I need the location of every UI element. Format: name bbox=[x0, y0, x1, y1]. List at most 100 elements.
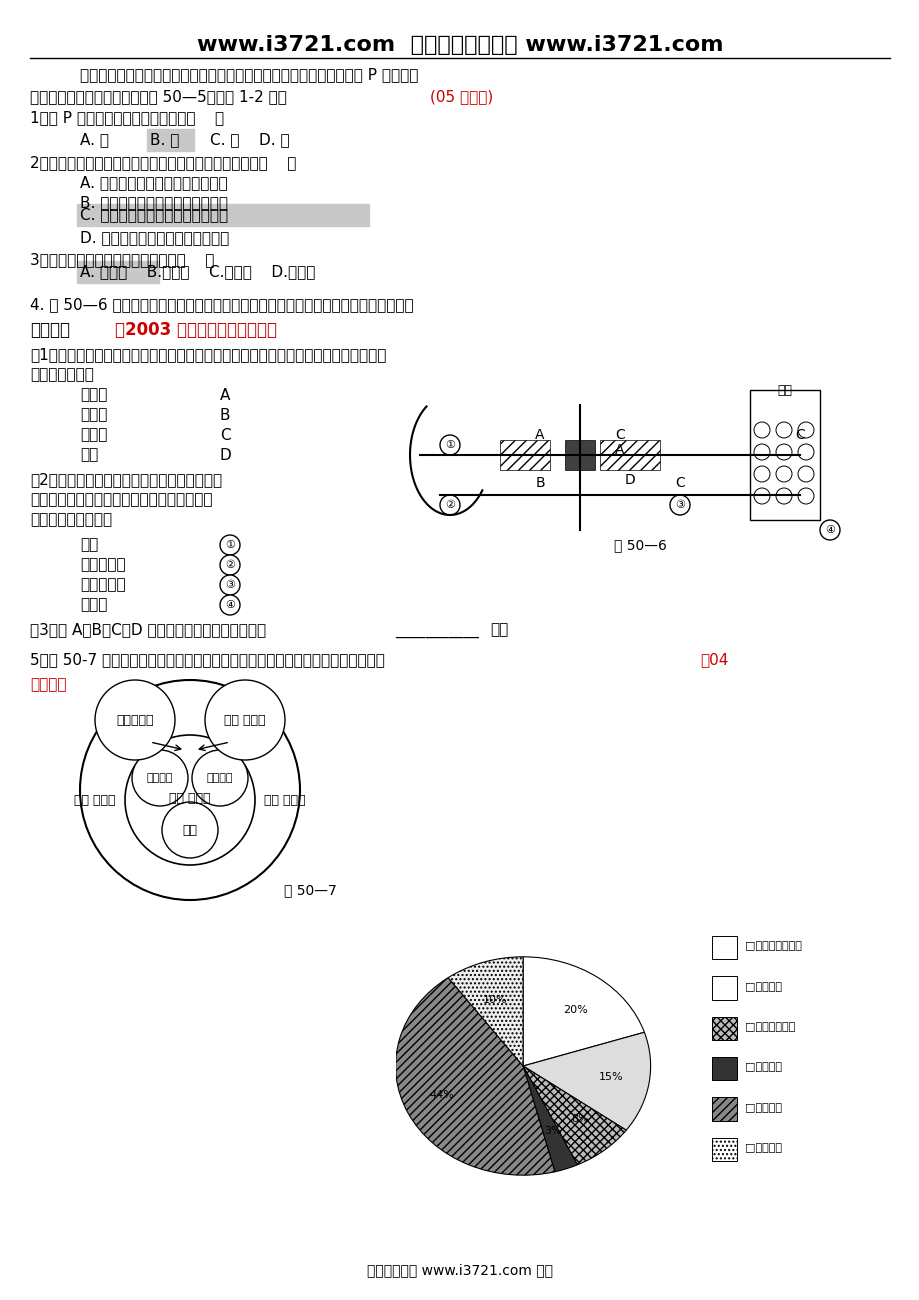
Circle shape bbox=[669, 495, 689, 515]
Bar bbox=[564, 439, 595, 471]
Circle shape bbox=[220, 536, 240, 555]
Text: 高校: 高校 bbox=[182, 823, 198, 836]
Text: （2003 年全国新课程文综卷）: （2003 年全国新课程文综卷） bbox=[115, 321, 277, 339]
Text: (05 北京卷): (05 北京卷) bbox=[429, 90, 493, 104]
Text: ③: ③ bbox=[675, 500, 685, 510]
Text: A: A bbox=[220, 387, 230, 403]
Text: 印刷厂: 印刷厂 bbox=[80, 598, 108, 612]
Text: ③: ③ bbox=[225, 580, 234, 590]
Text: D: D bbox=[624, 473, 635, 488]
Text: 图 50—6: 图 50—6 bbox=[613, 538, 665, 552]
Text: 2．与图中甲、乙、丙、丁四类城市功能区依次对应的是（    ）: 2．与图中甲、乙、丙、丁四类城市功能区依次对应的是（ ） bbox=[30, 156, 296, 170]
Text: A. 钢铁厂    B.印染厂    C.化肥厂    D.服装厂: A. 钢铁厂 B.印染厂 C.化肥厂 D.服装厂 bbox=[80, 264, 315, 280]
Text: B: B bbox=[535, 476, 544, 490]
Text: A: A bbox=[535, 428, 544, 442]
Text: 8%: 8% bbox=[571, 1114, 588, 1124]
Text: ②: ② bbox=[225, 560, 234, 569]
Text: 上海卷）: 上海卷） bbox=[30, 677, 66, 693]
FancyBboxPatch shape bbox=[711, 1097, 736, 1121]
Text: 生产企业: 生产企业 bbox=[207, 774, 233, 783]
Circle shape bbox=[131, 750, 187, 806]
Text: A. 商业区、工业区、住宅区、绿地: A. 商业区、工业区、住宅区、绿地 bbox=[80, 176, 227, 191]
Text: 环境 绿化区: 环境 绿化区 bbox=[74, 793, 116, 806]
Text: 污水处理厂: 污水处理厂 bbox=[80, 558, 126, 572]
Bar bbox=[420, 374, 859, 550]
Text: 图为华北某城市功能分区和等时线示意图。图中等时线是指汽车从城市 P 点向外行: 图为华北某城市功能分区和等时线示意图。图中等时线是指汽车从城市 P 点向外行 bbox=[80, 68, 418, 82]
Text: D. 工业区、住宅区、绿地、商业区: D. 工业区、住宅区、绿地、商业区 bbox=[80, 230, 229, 246]
Text: □道路用地: □道路用地 bbox=[744, 1102, 781, 1113]
Circle shape bbox=[125, 734, 255, 864]
Circle shape bbox=[439, 495, 460, 515]
FancyBboxPatch shape bbox=[147, 129, 194, 151]
Text: B. 商业区、住宅区、绿地、工业区: B. 商业区、住宅区、绿地、工业区 bbox=[80, 195, 228, 211]
FancyBboxPatch shape bbox=[711, 1057, 736, 1080]
Wedge shape bbox=[448, 957, 523, 1066]
Wedge shape bbox=[523, 1066, 626, 1165]
Circle shape bbox=[95, 680, 175, 760]
Text: 4. 图 50—6 是某城市简图。当地夏半年盛行东南风，冬半年盛行东北风。读图，完成下: 4. 图 50—6 是某城市简图。当地夏半年盛行东南风，冬半年盛行东北风。读图，… bbox=[30, 298, 414, 312]
Text: 示合理的厂址选择。: 示合理的厂址选择。 bbox=[30, 512, 112, 528]
Text: 生活 功能区: 生活 功能区 bbox=[224, 714, 266, 727]
Text: C: C bbox=[794, 428, 804, 442]
Circle shape bbox=[220, 555, 240, 575]
FancyBboxPatch shape bbox=[77, 204, 369, 226]
Text: 研发机构: 研发机构 bbox=[147, 774, 173, 783]
Text: □环境绿化用地: □环境绿化用地 bbox=[744, 1022, 794, 1032]
Text: ①: ① bbox=[225, 540, 234, 550]
Text: □科研与教育用地: □科研与教育用地 bbox=[744, 941, 800, 952]
Text: 列要求。: 列要求。 bbox=[30, 321, 70, 339]
Circle shape bbox=[205, 680, 285, 760]
Text: 3．对该城市环境质量影响较大的是（    ）: 3．对该城市环境质量影响较大的是（ ） bbox=[30, 252, 214, 268]
Circle shape bbox=[220, 575, 240, 595]
Text: 工业区: 工业区 bbox=[80, 407, 108, 422]
Text: D: D bbox=[220, 447, 232, 463]
Wedge shape bbox=[523, 1032, 650, 1130]
Circle shape bbox=[80, 680, 300, 900]
Text: □工业用地: □工业用地 bbox=[744, 1143, 781, 1153]
Text: www.i3721.com  中小学教学资源网 www.i3721.com: www.i3721.com 中小学教学资源网 www.i3721.com bbox=[197, 35, 722, 55]
Text: 10%: 10% bbox=[482, 996, 507, 1005]
Text: ④: ④ bbox=[225, 601, 234, 610]
Wedge shape bbox=[395, 978, 554, 1175]
Text: （2）用连线将该城市水厂、污水处理厂、重型: （2）用连线将该城市水厂、污水处理厂、重型 bbox=[30, 472, 221, 488]
Text: ___________: ___________ bbox=[394, 623, 479, 637]
Text: 服务功能区: 服务功能区 bbox=[116, 714, 153, 727]
FancyBboxPatch shape bbox=[711, 1138, 736, 1161]
Circle shape bbox=[162, 802, 218, 858]
Text: C. 西    D. 北: C. 西 D. 北 bbox=[210, 133, 289, 147]
Text: 1．从 P 点出发，车速最快的去向是（    ）: 1．从 P 点出发，车速最快的去向是（ ） bbox=[30, 111, 224, 126]
Wedge shape bbox=[523, 1066, 577, 1171]
Text: C: C bbox=[675, 476, 684, 490]
Circle shape bbox=[819, 520, 839, 540]
Text: （1）用连线将该城市商业区、工业区、居住区、绿地分别与相应字母符号连接，以示合: （1）用连线将该城市商业区、工业区、居住区、绿地分别与相应字母符号连接，以示合 bbox=[30, 347, 386, 363]
Text: 44%: 44% bbox=[429, 1091, 454, 1100]
Text: （04: （04 bbox=[699, 653, 728, 667]
Circle shape bbox=[220, 595, 240, 615]
Text: 理的厂址选择。: 理的厂址选择。 bbox=[30, 368, 94, 382]
Text: C: C bbox=[615, 428, 624, 442]
Text: 居住区: 居住区 bbox=[80, 428, 108, 442]
Circle shape bbox=[192, 750, 248, 806]
Text: □居住用地: □居住用地 bbox=[744, 982, 781, 992]
Text: B: B bbox=[220, 407, 231, 422]
Text: C: C bbox=[220, 428, 231, 442]
Text: 图 50—7: 图 50—7 bbox=[283, 883, 336, 897]
Text: 绿地: 绿地 bbox=[80, 447, 98, 463]
Wedge shape bbox=[523, 957, 643, 1066]
Text: 15%: 15% bbox=[598, 1071, 623, 1082]
Text: 环境 绿化区: 环境 绿化区 bbox=[264, 793, 305, 806]
Text: A. 东: A. 东 bbox=[80, 133, 108, 147]
Text: 3%: 3% bbox=[544, 1126, 562, 1136]
FancyBboxPatch shape bbox=[711, 976, 736, 1000]
Text: A: A bbox=[615, 443, 624, 458]
Text: 区。: 区。 bbox=[490, 623, 507, 637]
Text: 商业区: 商业区 bbox=[80, 387, 108, 403]
Text: C. 工业区、商业区、住宅区、绿地: C. 工业区、商业区、住宅区、绿地 bbox=[80, 208, 228, 222]
Text: ④: ④ bbox=[824, 525, 834, 536]
Text: 水厂: 水厂 bbox=[80, 537, 98, 552]
FancyBboxPatch shape bbox=[711, 1017, 736, 1040]
Text: 公园: 公园 bbox=[777, 384, 791, 396]
Text: 生产 功能区: 生产 功能区 bbox=[169, 792, 210, 805]
FancyBboxPatch shape bbox=[77, 261, 159, 283]
Text: 重型机器厂: 重型机器厂 bbox=[80, 577, 126, 593]
